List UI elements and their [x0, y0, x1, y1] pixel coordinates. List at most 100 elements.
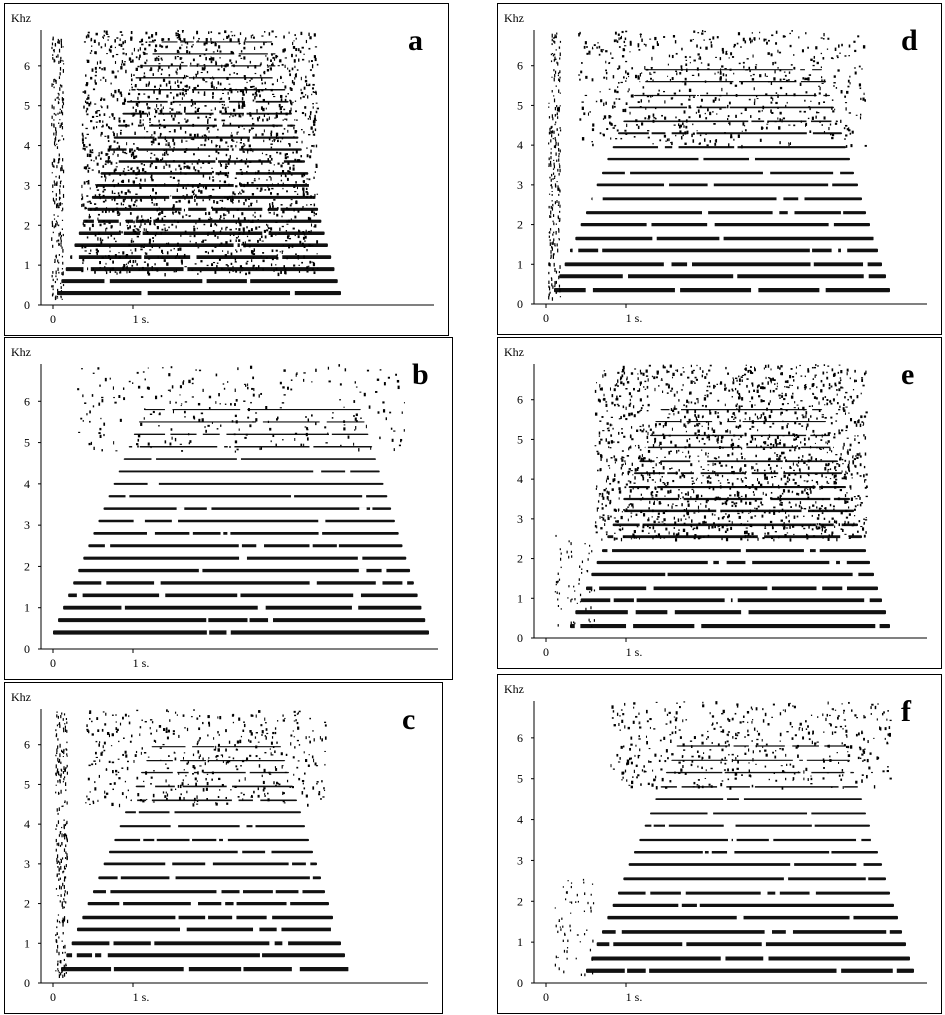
band-gap: [131, 799, 138, 802]
noise-speck: [217, 743, 220, 747]
noise-speck: [101, 256, 104, 259]
onset-speck: [59, 779, 61, 782]
noise-speck: [110, 225, 113, 228]
noise-speck: [115, 162, 118, 164]
noise-speck: [178, 211, 181, 215]
noise-speck: [140, 223, 142, 227]
band-gap: [151, 457, 157, 461]
noise-speck: [268, 32, 271, 36]
noise-speck: [174, 437, 177, 442]
noise-speck: [664, 422, 667, 427]
noise-speck: [291, 80, 294, 84]
noise-speck: [146, 59, 148, 62]
noise-speck: [133, 47, 135, 52]
noise-speck: [226, 196, 229, 201]
noise-speck: [614, 89, 617, 93]
noise-speck: [128, 243, 131, 246]
noise-speck: [755, 64, 758, 66]
noise-speck: [179, 66, 182, 70]
noise-speck: [864, 452, 867, 456]
noise-speck: [201, 769, 204, 773]
onset-speck: [551, 125, 553, 129]
noise-speck: [227, 250, 229, 254]
noise-speck: [699, 57, 702, 60]
noise-speck: [150, 67, 153, 71]
noise-speck: [103, 223, 106, 225]
noise-speck: [211, 778, 213, 781]
noise-speck: [281, 250, 284, 252]
noise-speck: [237, 38, 240, 42]
noise-speck: [225, 196, 229, 198]
noise-speck: [219, 98, 222, 100]
noise-speck: [332, 412, 334, 414]
noise-speck: [669, 489, 672, 494]
y-tick-label: 4: [24, 139, 30, 153]
noise-speck: [197, 147, 199, 151]
onset-speck: [55, 848, 57, 852]
noise-speck: [139, 186, 142, 190]
noise-speck: [290, 379, 293, 381]
noise-speck: [110, 233, 113, 237]
noise-speck: [83, 181, 86, 185]
harmonic-band: [602, 171, 854, 175]
noise-speck: [831, 99, 834, 101]
noise-speck: [264, 235, 267, 239]
noise-speck: [805, 122, 808, 126]
noise-speck: [102, 190, 105, 193]
noise-speck: [670, 142, 672, 144]
noise-speck: [138, 268, 140, 271]
onset-speck: [552, 117, 554, 121]
harmonic-band: [109, 850, 313, 854]
noise-speck: [124, 40, 126, 44]
noise-speck: [848, 467, 850, 471]
noise-speck: [300, 96, 302, 100]
noise-speck: [147, 218, 149, 221]
noise-speck: [279, 107, 281, 111]
noise-speck: [239, 223, 242, 227]
noise-speck: [212, 176, 214, 178]
noise-speck: [307, 216, 310, 221]
noise-speck: [255, 418, 258, 422]
noise-speck: [136, 232, 139, 235]
onset-speck: [55, 131, 57, 136]
band-gap: [252, 799, 261, 802]
noise-speck: [206, 120, 209, 124]
noise-speck: [628, 88, 630, 91]
noise-speck: [267, 66, 269, 68]
onset-speck: [551, 90, 553, 93]
noise-speck: [173, 129, 176, 133]
noise-speck: [267, 420, 269, 424]
noise-speck: [686, 507, 688, 511]
noise-speck: [130, 38, 133, 41]
band-gap: [282, 941, 289, 946]
noise-speck: [243, 104, 246, 107]
noise-speck: [250, 221, 252, 223]
noise-speck: [110, 45, 113, 49]
x-tick-label: 1 s.: [626, 311, 643, 325]
noise-speck: [273, 124, 275, 128]
noise-speck: [302, 236, 305, 240]
noise-speck: [95, 32, 98, 36]
noise-speck: [264, 722, 267, 724]
band-gap: [840, 248, 848, 253]
noise-speck: [848, 537, 851, 539]
noise-speck: [113, 150, 115, 154]
noise-speck: [165, 791, 167, 794]
noise-speck: [242, 190, 245, 193]
noise-speck: [143, 228, 145, 231]
noise-speck: [252, 376, 255, 380]
noise-speck: [257, 170, 260, 174]
noise-speck: [311, 261, 313, 263]
onset-speck: [51, 274, 53, 278]
noise-speck: [280, 204, 283, 206]
noise-speck: [219, 199, 222, 202]
onset-speck: [62, 805, 64, 807]
onset-speck: [61, 842, 63, 846]
noise-speck: [196, 84, 199, 87]
noise-speck: [656, 372, 659, 375]
onset-speck: [558, 109, 560, 113]
noise-speck: [678, 529, 680, 531]
noise-speck: [308, 60, 310, 63]
noise-speck: [637, 487, 640, 490]
noise-speck: [634, 74, 638, 79]
